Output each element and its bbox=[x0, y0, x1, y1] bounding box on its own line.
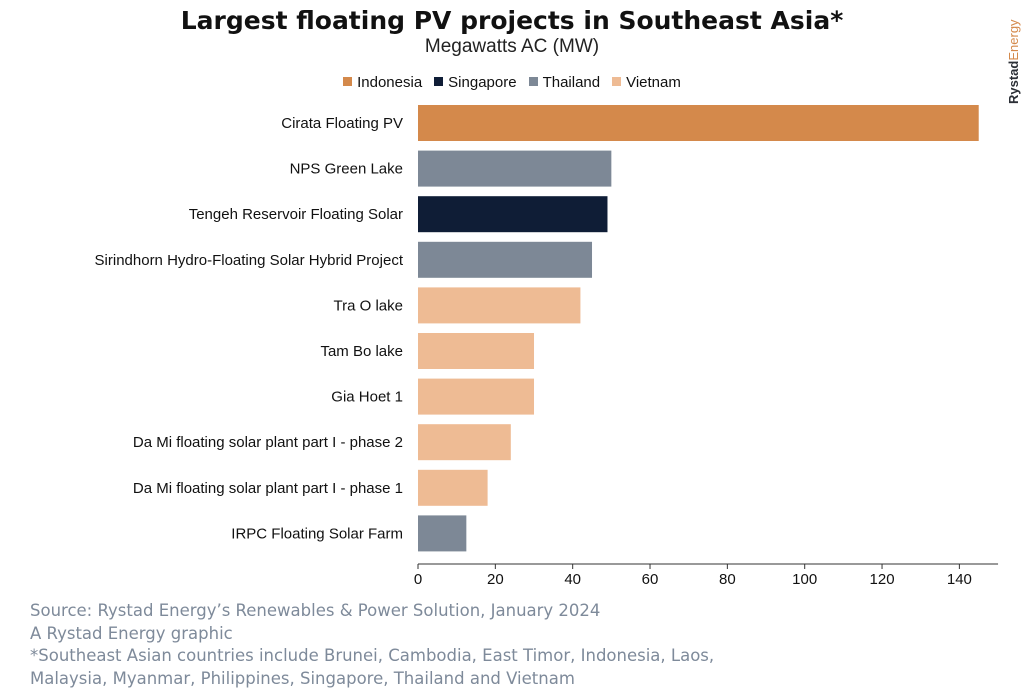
bar-tra-o-lake bbox=[418, 287, 580, 323]
footnote-line-1: *Southeast Asian countries include Brune… bbox=[30, 645, 714, 668]
category-label: Cirata Floating PV bbox=[281, 115, 403, 132]
category-label: Da Mi floating solar plant part I - phas… bbox=[133, 434, 403, 451]
category-label: Tra O lake bbox=[334, 297, 403, 314]
x-tick-label: 20 bbox=[487, 571, 504, 588]
bar-irpc-floating-solar-farm bbox=[418, 515, 466, 551]
x-tick-label: 140 bbox=[947, 571, 972, 588]
x-tick-label: 60 bbox=[642, 571, 659, 588]
category-label: Tengeh Reservoir Floating Solar bbox=[189, 206, 403, 223]
bar-tengeh-reservoir-floating-solar bbox=[418, 196, 607, 232]
bar-cirata-floating-pv bbox=[418, 105, 979, 141]
x-tick-label: 0 bbox=[414, 571, 422, 588]
bar-da-mi-floating-solar-plant-part-i-phase-1 bbox=[418, 470, 488, 506]
x-tick-label: 100 bbox=[792, 571, 817, 588]
x-axis-ticks: 0 20 40 60 80 100 120 140 bbox=[414, 564, 972, 588]
category-label: IRPC Floating Solar Farm bbox=[231, 525, 403, 542]
bar-chart: Cirata Floating PV NPS Green Lake Tengeh R… bbox=[0, 0, 1024, 600]
footnote-line-2: Malaysia, Myanmar, Philippines, Singapor… bbox=[30, 668, 714, 690]
category-labels: Cirata Floating PV NPS Green Lake Tengeh R… bbox=[95, 115, 404, 542]
bars bbox=[418, 105, 979, 551]
credit-note: A Rystad Energy graphic bbox=[30, 623, 714, 646]
bar-da-mi-floating-solar-plant-part-i-phase-2 bbox=[418, 424, 511, 460]
category-label: Da Mi floating solar plant part I - phas… bbox=[133, 480, 403, 497]
category-label: Tam Bo lake bbox=[320, 343, 403, 360]
x-tick-label: 80 bbox=[719, 571, 736, 588]
bar-sirindhorn-hydro-floating-solar-hybrid-project bbox=[418, 242, 592, 278]
category-label: Gia Hoet 1 bbox=[331, 389, 403, 406]
bar-tam-bo-lake bbox=[418, 333, 534, 369]
category-label: Sirindhorn Hydro-Floating Solar Hybrid P… bbox=[95, 252, 404, 269]
category-label: NPS Green Lake bbox=[290, 161, 403, 178]
chart-footer: Source: Rystad Energy’s Renewables & Pow… bbox=[30, 600, 714, 690]
x-tick-label: 40 bbox=[564, 571, 581, 588]
bar-gia-hoet-1 bbox=[418, 379, 534, 415]
x-tick-label: 120 bbox=[870, 571, 895, 588]
source-note: Source: Rystad Energy’s Renewables & Pow… bbox=[30, 600, 714, 623]
bar-nps-green-lake bbox=[418, 151, 611, 187]
